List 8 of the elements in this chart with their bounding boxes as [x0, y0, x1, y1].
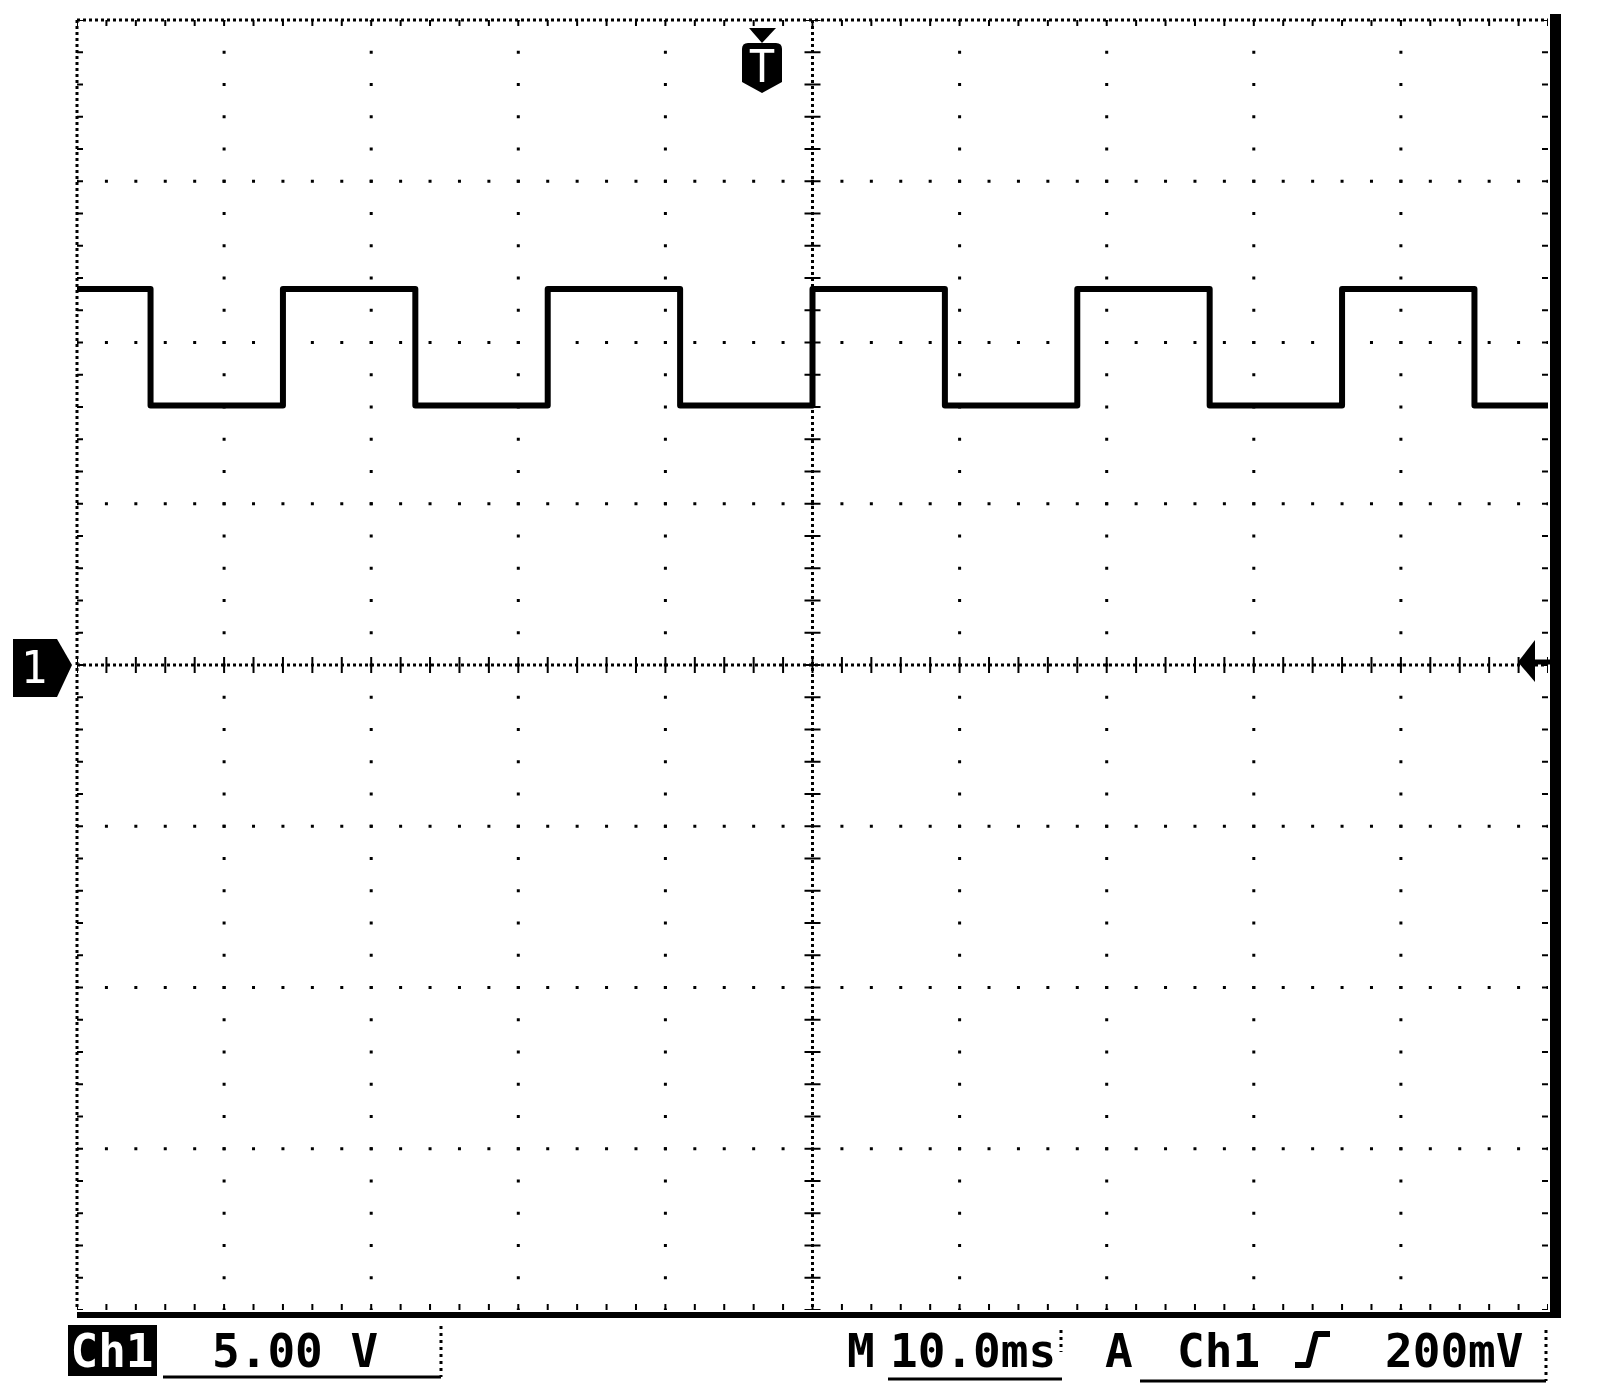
text: 5.00 V	[212, 1324, 379, 1378]
text: T	[748, 41, 776, 92]
text: Ch1	[1177, 1324, 1261, 1378]
text: 200mV	[1385, 1324, 1524, 1378]
text: 10.0ms	[890, 1324, 1057, 1378]
text: M	[847, 1324, 875, 1378]
text: A	[1105, 1324, 1133, 1378]
text: 1	[20, 642, 48, 693]
